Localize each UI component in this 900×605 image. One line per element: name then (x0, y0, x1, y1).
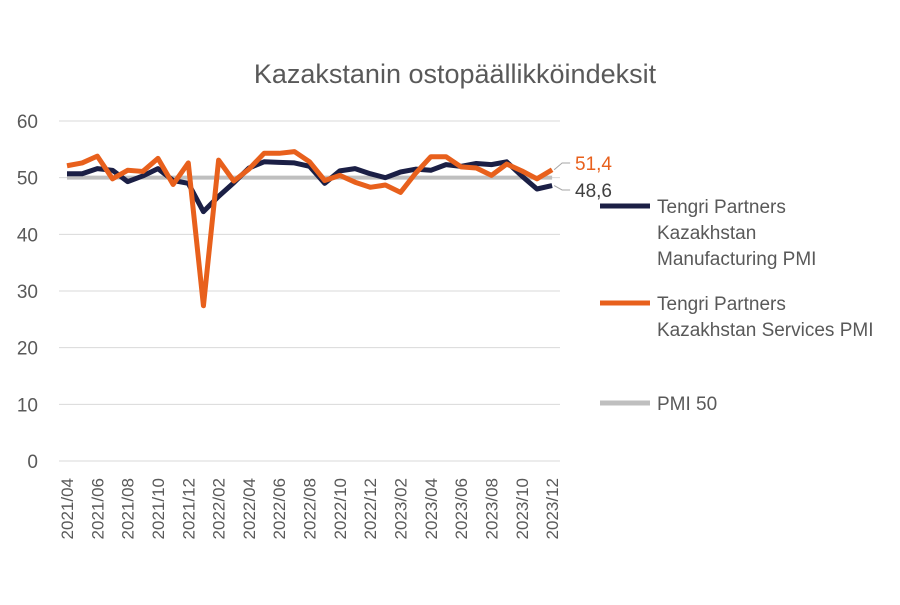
legend-label: Tengri Partners (657, 294, 786, 315)
x-tick-label: 2022/08 (301, 478, 320, 539)
x-tick-label: 2022/12 (361, 478, 380, 539)
y-tick-label: 20 (17, 339, 38, 360)
legend-label: PMI 50 (657, 394, 717, 415)
x-tick-label: 2021/10 (149, 478, 168, 539)
legend-label: Kazakhstan Services PMI (657, 320, 873, 341)
legend-label: Manufacturing PMI (657, 249, 816, 270)
y-tick-label: 50 (17, 169, 38, 190)
y-tick-label: 10 (17, 395, 38, 416)
manufacturing-end-label: 48,6 (575, 181, 612, 202)
x-tick-label: 2023/10 (513, 478, 532, 539)
x-tick-label: 2023/02 (392, 478, 411, 539)
x-tick-label: 2023/12 (543, 478, 562, 539)
x-tick-label: 2022/06 (270, 478, 289, 539)
x-tick-label: 2021/04 (58, 478, 77, 539)
label-leader (554, 163, 570, 170)
services-end-label: 51,4 (575, 154, 612, 175)
legend-label: Tengri Partners (657, 197, 786, 218)
chart-title: Kazakstanin ostopäällikköindeksit (254, 59, 657, 89)
x-tick-label: 2022/04 (240, 478, 259, 539)
x-tick-label: 2023/04 (422, 478, 441, 539)
y-tick-label: 0 (27, 452, 38, 473)
x-tick-label: 2023/08 (482, 478, 501, 539)
x-tick-label: 2021/12 (179, 478, 198, 539)
x-tick-label: 2022/02 (210, 478, 229, 539)
x-tick-label: 2022/10 (331, 478, 350, 539)
legend-label: Kazakhstan (657, 223, 756, 244)
x-tick-label: 2023/06 (452, 478, 471, 539)
label-leader (554, 186, 570, 190)
x-tick-label: 2021/08 (119, 478, 138, 539)
y-tick-label: 60 (17, 112, 38, 133)
y-tick-label: 40 (17, 225, 38, 246)
y-tick-label: 30 (17, 282, 38, 303)
x-tick-label: 2021/06 (88, 478, 107, 539)
